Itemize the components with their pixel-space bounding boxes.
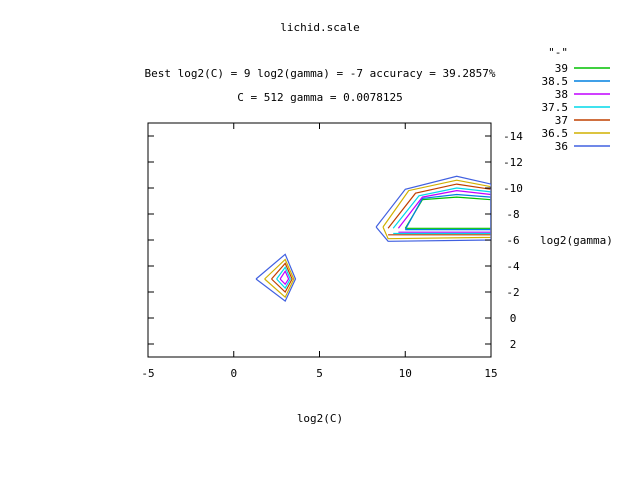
contour-37.5-path-0 — [392, 187, 491, 235]
y-tick-label: 0 — [510, 312, 517, 325]
plot-area-border — [147, 122, 492, 358]
y-tick-label: -8 — [506, 208, 519, 221]
y-axis-label: log2(gamma) — [540, 234, 613, 247]
contour-36.5-path-1 — [264, 258, 295, 299]
chart-title: lichid.scale — [280, 21, 359, 34]
y-tick-label: -14 — [503, 130, 523, 143]
contour-38-path-0 — [397, 189, 491, 233]
contour-37.5-path-1 — [276, 266, 291, 290]
legend-label: 39 — [555, 62, 568, 75]
contour-37-path-0 — [387, 183, 491, 236]
y-tick-label: -12 — [503, 156, 523, 169]
contour-37-path-1 — [271, 262, 293, 293]
legend-label: 36.5 — [542, 127, 569, 140]
x-tick-label: 0 — [230, 367, 237, 380]
x-tick-label: 10 — [399, 367, 412, 380]
chart-subtitle-params: C = 512 gamma = 0.0078125 — [237, 91, 403, 104]
contour-39-path-0 — [404, 196, 491, 229]
y-tick-label: -6 — [506, 234, 519, 247]
legend-title: "-" — [548, 46, 568, 59]
x-tick-label: -5 — [141, 367, 154, 380]
y-tick-label: 2 — [510, 338, 517, 351]
contour-36.5-path-0 — [382, 179, 491, 240]
legend-label: 37 — [555, 114, 568, 127]
chart-subtitle-best: Best log2(C) = 9 log2(gamma) = -7 accura… — [145, 67, 496, 80]
y-tick-label: -10 — [503, 182, 523, 195]
x-tick-label: 15 — [484, 367, 497, 380]
contour-lines — [255, 175, 491, 303]
legend-label: 38.5 — [542, 75, 569, 88]
y-tick-label: -2 — [506, 286, 519, 299]
contour-38.5-path-0 — [404, 193, 491, 231]
contour-36-path-0 — [375, 175, 491, 242]
x-axis-label: log2(C) — [297, 412, 343, 425]
contour-38-path-1 — [279, 269, 290, 286]
legend-label: 36 — [555, 140, 568, 153]
x-tick-label: 5 — [316, 367, 323, 380]
legend-label: 38 — [555, 88, 568, 101]
y-tick-label: -4 — [506, 260, 520, 273]
axis-ticks: -5 0 5 10 15 -14 -12 -10 -8 -6 -4 -2 0 2 — [141, 123, 523, 380]
contour-36-path-1 — [255, 253, 297, 303]
legend-label: 37.5 — [542, 101, 569, 114]
